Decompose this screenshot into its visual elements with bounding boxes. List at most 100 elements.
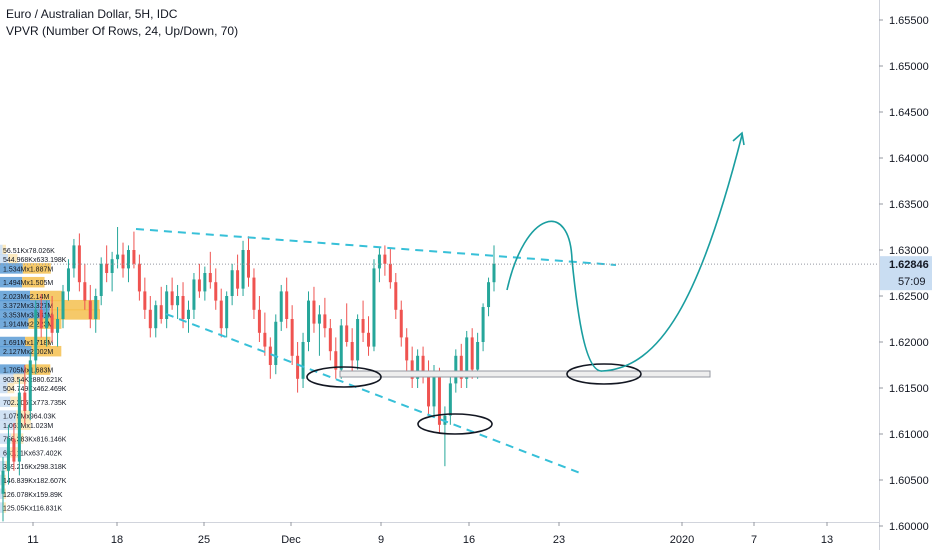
candle-body <box>45 314 49 329</box>
volume-bar-down <box>50 299 100 311</box>
support-circle-1 <box>306 366 382 388</box>
candle-body <box>399 309 403 338</box>
price-tick-label: 1.62000 <box>889 337 929 349</box>
volume-bar-down <box>13 373 27 385</box>
candle-body <box>39 309 43 329</box>
candle-body <box>465 337 469 379</box>
candle-body <box>290 319 294 356</box>
candle-body <box>181 296 185 319</box>
volume-bar-up <box>0 382 8 394</box>
candle-body <box>410 360 414 379</box>
candle-body <box>165 291 169 319</box>
candle-body <box>105 263 109 273</box>
candle-body <box>17 392 21 462</box>
candle-body <box>481 307 485 342</box>
indicator-title[interactable]: VPVR (Number Of Rows, 24, Up/Down, 70) <box>6 24 239 38</box>
volume-row-label: 681.11Kx637.402K <box>3 450 62 457</box>
candle-body <box>416 355 420 379</box>
symbol-title[interactable]: Euro / Australian Dollar, 5H, IDC <box>6 7 178 21</box>
projection-path <box>506 134 743 372</box>
volume-bar-down <box>31 345 62 357</box>
candle-body <box>88 300 92 319</box>
volume-row-label: 2.023Mx2.14M <box>3 294 49 301</box>
candle-body <box>12 438 16 462</box>
volume-bar-up <box>0 290 31 302</box>
candle-body <box>121 254 125 269</box>
volume-row-label: 1.705Mx1.683M <box>3 368 53 375</box>
volume-row-label: 702.206Kx773.735K <box>3 400 67 407</box>
price-tick-label: 1.61000 <box>889 429 929 441</box>
candle-body <box>350 342 354 361</box>
volume-row-label: 2.127Mx2.002M <box>3 349 53 356</box>
countdown-label: 57:09 <box>898 276 926 288</box>
candle-body <box>372 268 376 347</box>
volume-bar-up <box>0 410 17 421</box>
volume-row-label: 1.534Mx1.887M <box>3 266 53 273</box>
volume-row-label: 1.079Mx964.03K <box>3 414 56 421</box>
volume-bar-down <box>22 263 51 274</box>
price-tick-label: 1.64000 <box>889 153 929 165</box>
candle-body <box>154 305 158 329</box>
time-tick-label: 9 <box>378 534 384 546</box>
volume-bar-down <box>8 253 18 265</box>
candle-body <box>301 342 305 379</box>
volume-bar-up <box>0 419 16 431</box>
candle-body <box>176 296 180 306</box>
volume-bar-up <box>0 244 3 256</box>
candle-body <box>459 355 463 379</box>
candle-body <box>247 250 250 278</box>
volume-row-label: 3.353Mx3.381M <box>3 312 53 319</box>
candle-body <box>132 250 136 264</box>
time-tick-label: 2020 <box>670 534 694 546</box>
legend: Euro / Australian Dollar, 5H, IDC VPVR (… <box>6 6 238 40</box>
time-tick-label: 16 <box>463 534 475 546</box>
time-axis: 11 18 25 Dec 9 16 23 2020 7 13 <box>27 522 833 546</box>
candle-body <box>339 325 343 370</box>
volume-bar-up <box>0 318 29 329</box>
candle-body <box>225 296 229 329</box>
candle-body <box>159 305 163 319</box>
time-tick-label: 25 <box>198 534 210 546</box>
volume-bar-up <box>0 345 32 357</box>
volume-bar-down <box>11 433 24 444</box>
volume-bar-up <box>0 433 12 444</box>
price-tick-label: 1.61500 <box>889 383 929 395</box>
candle-body <box>263 332 267 347</box>
volume-bar-up <box>0 299 51 311</box>
price-tick-label: 1.63000 <box>889 245 929 257</box>
volume-bar-up <box>0 309 50 320</box>
candle-body <box>356 319 360 361</box>
candle-body <box>219 300 223 329</box>
candle-body <box>252 277 256 310</box>
candle-body <box>214 282 218 301</box>
price-tick-label: 1.63500 <box>889 199 929 211</box>
time-tick-label: 7 <box>751 534 757 546</box>
volume-row-label: 504.749Kx462.469K <box>3 386 67 393</box>
price-tick-label: 1.60000 <box>889 521 929 533</box>
last-price-badge <box>880 256 932 291</box>
candle-body <box>197 279 201 292</box>
volume-bar-down <box>22 276 45 288</box>
candle-body <box>432 374 436 407</box>
candle-body <box>23 392 27 411</box>
candle-body <box>50 314 54 333</box>
volume-row-label: 1.691Mx1.718M <box>3 340 53 347</box>
volume-bar-down <box>16 410 31 421</box>
candle-body <box>257 309 261 333</box>
volume-bar-up <box>0 488 3 500</box>
candle-body <box>405 337 409 361</box>
volume-row-label: 544.968Kx633.198K <box>3 257 67 264</box>
volume-bar-up <box>0 396 11 408</box>
price-tick-label: 1.65500 <box>889 15 929 27</box>
candle-body <box>345 325 349 342</box>
candle-body <box>448 383 452 416</box>
candle-body <box>34 309 38 361</box>
candle-body <box>279 291 283 322</box>
candle-body <box>427 374 431 407</box>
candle-body <box>470 337 474 370</box>
price-axis: 1.65500 1.65000 1.64500 1.64000 1.63500 1.630… <box>879 15 929 533</box>
volume-row-label: 903.54Kx880.621K <box>3 377 63 384</box>
